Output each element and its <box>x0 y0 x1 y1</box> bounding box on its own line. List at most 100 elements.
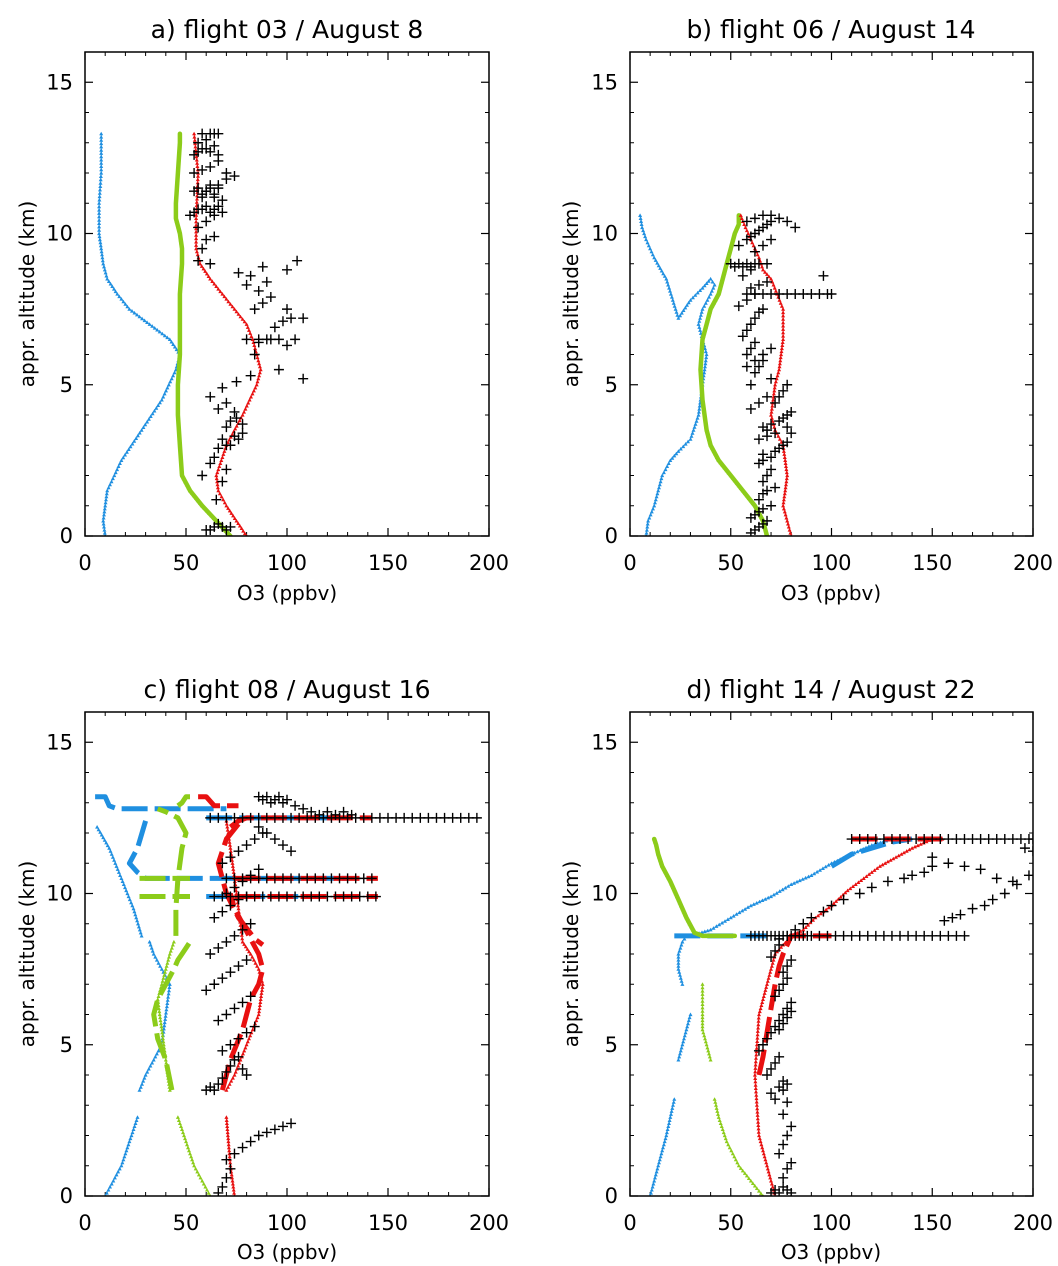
triangle-marker <box>190 491 195 495</box>
triangle-marker <box>224 503 229 508</box>
triangle-marker <box>99 171 104 175</box>
x-tick-label: 0 <box>623 551 636 575</box>
y-tick-label: 10 <box>46 882 73 906</box>
triangle-marker <box>175 409 180 414</box>
triangle-marker <box>97 237 102 242</box>
triangle-marker <box>118 873 123 877</box>
triangle-marker <box>192 493 197 498</box>
triangle-marker <box>748 1178 753 1183</box>
triangle-marker <box>181 476 186 481</box>
triangle-marker <box>756 1130 761 1134</box>
triangle-marker <box>120 1160 125 1165</box>
triangle-marker <box>161 1036 165 1041</box>
triangle-marker <box>676 961 681 965</box>
triangle-marker <box>116 1169 121 1174</box>
triangle-marker <box>125 891 130 896</box>
triangle-marker <box>754 506 759 511</box>
cross-marker <box>753 397 764 408</box>
triangle-marker <box>178 288 183 293</box>
triangle-marker <box>258 997 263 1001</box>
triangle-marker <box>193 1166 198 1171</box>
triangle-marker <box>169 946 174 950</box>
triangle-marker <box>765 1166 770 1171</box>
triangle-marker <box>750 240 755 245</box>
triangle-marker <box>714 933 718 938</box>
x-tick-label: 100 <box>267 551 307 575</box>
triangle-marker <box>247 949 251 954</box>
triangle-marker <box>653 258 658 262</box>
triangle-marker <box>708 1057 713 1062</box>
cross-marker <box>201 985 212 996</box>
triangle-marker <box>242 319 247 324</box>
triangle-marker <box>192 1163 197 1168</box>
panel-a: a) flight 03 / August 8 O3 (ppbv) appr. … <box>15 15 509 605</box>
triangle-marker <box>122 1154 127 1159</box>
triangle-marker <box>751 243 756 248</box>
triangle-marker <box>119 1163 124 1168</box>
plot-area <box>97 128 309 536</box>
triangle-marker <box>133 1121 138 1125</box>
triangle-marker <box>678 976 683 980</box>
triangle-marker <box>228 1160 233 1165</box>
triangle-marker <box>759 1003 764 1007</box>
triangle-marker <box>700 344 705 348</box>
series-line <box>713 1099 764 1196</box>
cross-marker <box>766 1063 777 1074</box>
x-tick-label: 200 <box>1013 1211 1053 1235</box>
cross-marker <box>741 349 752 360</box>
triangle-marker <box>245 947 250 951</box>
triangle-marker <box>770 403 775 408</box>
triangle-marker <box>109 479 114 484</box>
x-tick-label: 50 <box>173 1211 200 1235</box>
triangle-marker <box>707 440 712 444</box>
cross-marker <box>282 264 292 275</box>
x-tick-label: 100 <box>267 1211 307 1235</box>
triangle-marker <box>97 208 102 212</box>
triangle-marker <box>216 287 221 291</box>
triangle-marker <box>784 476 789 481</box>
triangle-marker <box>174 197 179 202</box>
triangle-marker <box>108 281 113 286</box>
triangle-marker <box>667 285 672 290</box>
cross-marker <box>818 270 829 281</box>
triangle-marker <box>699 374 703 378</box>
cross-marker <box>225 521 236 532</box>
triangle-marker <box>684 1027 689 1032</box>
triangle-marker <box>103 500 108 505</box>
triangle-marker <box>146 417 151 421</box>
triangle-marker <box>746 905 750 909</box>
triangle-marker <box>145 1070 150 1074</box>
triangle-marker <box>168 379 173 384</box>
cross-marker <box>261 1127 272 1138</box>
triangle-marker <box>727 1145 732 1150</box>
triangle-marker <box>719 933 724 938</box>
triangle-marker <box>715 455 719 459</box>
triangle-marker <box>698 371 703 375</box>
triangle-marker <box>194 219 199 224</box>
triangle-marker <box>257 1003 262 1007</box>
triangle-marker <box>219 494 224 499</box>
triangle-marker <box>226 1136 231 1141</box>
triangle-marker <box>883 861 888 865</box>
triangle-marker <box>102 264 106 269</box>
triangle-marker <box>156 994 161 998</box>
cross-marker <box>261 828 272 838</box>
triangle-marker <box>758 1139 763 1144</box>
triangle-marker <box>119 458 124 462</box>
y-axis-label: appr. altitude (km) <box>559 861 583 1048</box>
triangle-marker <box>869 870 874 874</box>
triangle-marker <box>781 337 786 341</box>
triangle-marker <box>705 431 710 435</box>
triangle-marker <box>179 466 184 471</box>
triangle-marker <box>201 1181 206 1186</box>
cross-marker <box>277 840 288 851</box>
triangle-marker <box>754 1052 759 1057</box>
triangle-marker <box>641 228 646 233</box>
cross-marker <box>778 1109 789 1120</box>
triangle-marker <box>177 308 182 313</box>
triangle-marker <box>763 897 768 901</box>
triangle-marker <box>97 201 102 205</box>
cross-marker <box>225 967 236 978</box>
triangle-marker <box>195 196 199 201</box>
